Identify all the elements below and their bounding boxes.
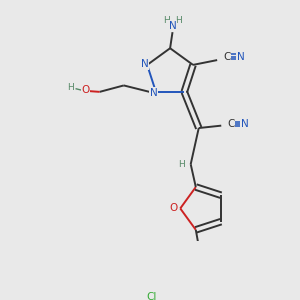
Text: N: N	[237, 52, 244, 62]
Text: N: N	[141, 59, 148, 69]
Text: H: H	[67, 82, 74, 91]
Text: C: C	[227, 119, 235, 129]
Text: N: N	[169, 21, 176, 31]
Text: N: N	[241, 119, 248, 129]
Text: N: N	[150, 88, 158, 98]
Text: O: O	[81, 85, 89, 95]
Text: Cl: Cl	[147, 292, 157, 300]
Text: H: H	[176, 16, 182, 25]
Text: H: H	[178, 160, 184, 169]
Text: O: O	[170, 203, 178, 213]
Text: H: H	[163, 16, 170, 25]
Text: C: C	[223, 52, 230, 62]
